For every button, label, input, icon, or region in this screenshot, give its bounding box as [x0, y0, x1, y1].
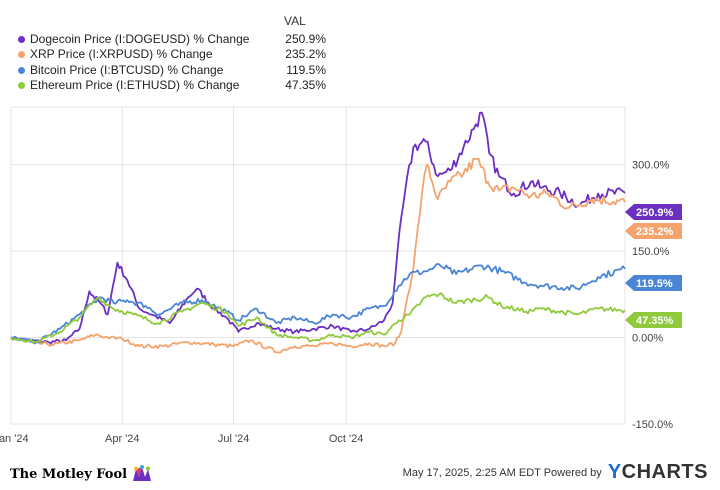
- legend-dot-xrp: [18, 51, 25, 58]
- y-tick-label: 150.0%: [632, 246, 670, 258]
- motley-fool-logo: The Motley Fool: [10, 465, 153, 483]
- end-label-1: 235.2%: [636, 226, 674, 238]
- end-tag-0: [625, 204, 682, 220]
- legend-label-dogecoin: Dogecoin Price (I:DOGEUSD) % Change: [30, 32, 250, 46]
- legend-value-header: VAL: [284, 14, 306, 28]
- line-chart: 300.0% 150.0% 0.00% -150.0% Jan '24 Apr '24 Ju…: [0, 106, 682, 445]
- x-tick-label: Jul '24: [218, 433, 249, 445]
- legend-dot-ethereum: [18, 82, 25, 89]
- ycharts-logo[interactable]: YCHARTS: [608, 461, 708, 484]
- y-tick-label: 300.0%: [632, 160, 670, 172]
- jester-cap-icon: [133, 465, 152, 481]
- legend-dot-bitcoin: [18, 67, 25, 74]
- x-tick-label: Apr '24: [105, 433, 140, 445]
- series-line-1: [10, 157, 626, 354]
- legend-label-ethereum: Ethereum Price (I:ETHUSD) % Change: [30, 78, 240, 92]
- timestamp-text: May 17, 2025, 2:25 AM EDT Powered by: [402, 466, 602, 479]
- ycharts-logo-rest: CHARTS: [621, 461, 708, 483]
- legend-value-bitcoin: 119.5%: [286, 63, 326, 77]
- legend-dot-dogecoin: [18, 36, 25, 43]
- ycharts-logo-y: Y: [607, 461, 622, 483]
- end-tag-1: [625, 223, 682, 239]
- x-tick-label: Jan '24: [0, 433, 29, 445]
- x-tick-label: Oct '24: [329, 433, 364, 445]
- logo-text: The Motley Fool: [10, 466, 128, 482]
- end-label-0: 250.9%: [636, 207, 674, 219]
- y-tick-label: -150.0%: [632, 419, 673, 431]
- end-label-2: 119.5%: [636, 278, 673, 290]
- legend-value-ethereum: 47.35%: [285, 78, 326, 92]
- end-label-3: 47.35%: [636, 315, 674, 327]
- series-line-3: [10, 292, 626, 344]
- plot-frame: [10, 106, 626, 425]
- series-line-0: [10, 111, 626, 345]
- y-tick-label: 0.00%: [632, 333, 663, 345]
- end-tag-2: [625, 275, 682, 291]
- legend-value-xrp: 235.2%: [285, 47, 326, 61]
- footer: The Motley Fool May 17, 2025, 2:25 AM ED…: [0, 455, 720, 490]
- series-line-2: [10, 262, 626, 345]
- legend-label-bitcoin: Bitcoin Price (I:BTCUSD) % Change: [30, 63, 224, 77]
- legend-label-xrp: XRP Price (I:XRPUSD) % Change: [30, 47, 213, 61]
- legend-value-dogecoin: 250.9%: [285, 32, 326, 46]
- legend: VAL Dogecoin Price (I:DOGEUSD) % Change …: [0, 0, 720, 100]
- end-tag-3: [625, 312, 682, 328]
